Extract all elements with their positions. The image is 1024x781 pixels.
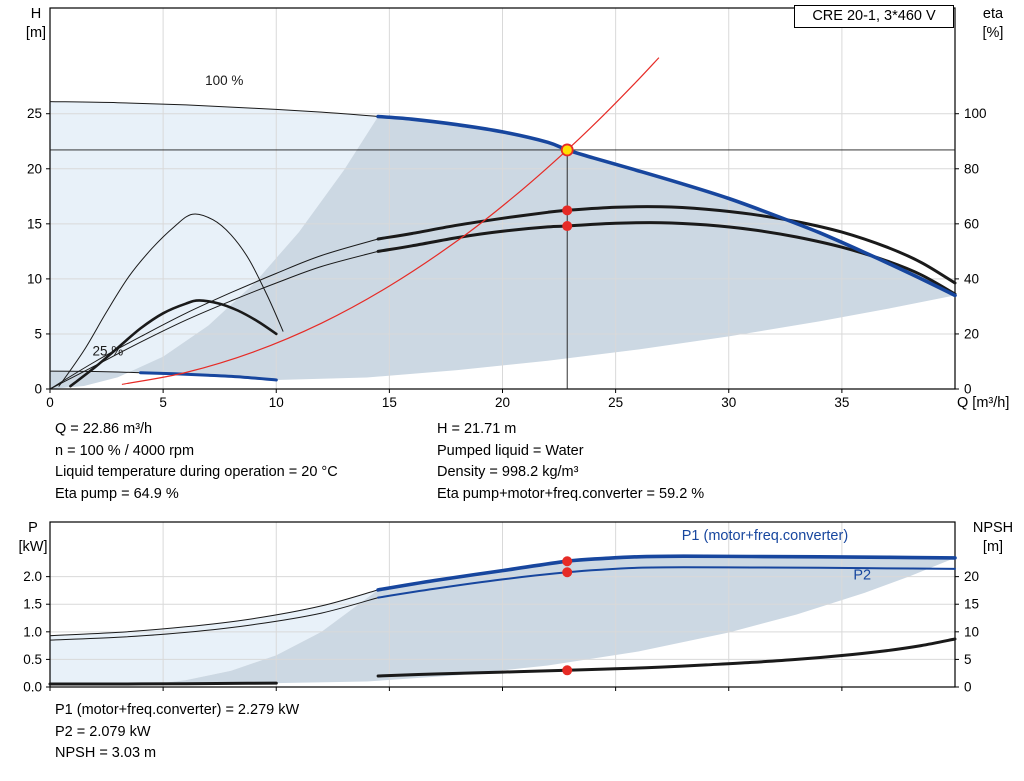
p-axis-unit: [kW] (18, 539, 48, 555)
label-speed-25: 25 % (93, 343, 124, 358)
p1-100-thin-curve (49, 589, 379, 637)
info-q: Q = 22.86 m³/h (55, 421, 153, 437)
left-tick-label: 25 (27, 106, 42, 121)
p-25-curve (48, 681, 278, 686)
power-region-light (50, 589, 379, 684)
bottom-chart: 0.0 0.5 1.0 1.5 2.0 0 5 10 15 20 P1 (motor+freq.co… (23, 521, 979, 695)
info-p2: P2 = 2.079 kW (55, 723, 151, 740)
left-tick-label: 20 (27, 161, 42, 176)
x-tick-label: 5 (159, 395, 167, 410)
h-axis-symbol: H (30, 6, 42, 22)
affinity-line-curve (121, 57, 660, 385)
duty-info-right: H = 21.71 m Pumped liquid = Water Densit… (437, 419, 704, 505)
p1-100-curve (376, 554, 957, 592)
right-tick-label: 100 (964, 106, 987, 121)
left-tick-label: 5 (34, 326, 42, 341)
left-tick-label: 15 (27, 216, 42, 231)
right-tick-label: 0 (964, 382, 972, 397)
x-tick-label: 20 (495, 395, 510, 410)
duty-point[interactable] (560, 143, 574, 157)
h-axis-unit: [m] (25, 25, 47, 41)
info-eta-pump: Eta pump = 64.9 % (55, 485, 179, 502)
p-axis-title: P [kW] (12, 519, 54, 557)
eta-axis-unit: [%] (982, 25, 1004, 41)
left-tick-label: 0 (34, 382, 42, 397)
x-tick-label: 25 (608, 395, 623, 410)
info-density: Density = 998.2 kg/m³ (437, 464, 579, 480)
qh-100-thin-curve (49, 101, 379, 117)
info-npsh: NPSH = 3.03 m (55, 745, 157, 761)
eta-axis-title: eta [%] (970, 5, 1016, 43)
right-tick-label: 20 (964, 569, 979, 584)
eta-total-25-curve (69, 299, 278, 388)
right-tick-label: 5 (964, 652, 972, 667)
npsh-curve-curve (376, 637, 957, 678)
npsh-axis-symbol: NPSH (972, 520, 1014, 536)
p2-100-curve (377, 566, 956, 599)
x-tick-label: 10 (269, 395, 284, 410)
info-p1: P1 (motor+freq.converter) = 2.279 kW (55, 702, 300, 718)
x-tick-label: 30 (721, 395, 736, 410)
x-tick-label: 15 (382, 395, 397, 410)
x-tick-label: 0 (46, 395, 54, 410)
duty-info-left: Q = 22.86 m³/h n = 100 % / 4000 rpm Liqu… (55, 419, 338, 505)
info-h: H = 21.71 m (437, 421, 517, 437)
left-tick-label: 1.5 (23, 597, 42, 612)
right-tick-label: 80 (964, 161, 979, 176)
p1-point (562, 556, 573, 567)
eta-pump-100-curve (376, 205, 957, 285)
info-pumped-liquid: Pumped liquid = Water (437, 442, 584, 459)
left-tick-label: 0.0 (23, 680, 42, 695)
pump-model-badge: CRE 20-1, 3*460 V (794, 5, 954, 28)
label-p1: P1 (motor+freq.converter) (682, 528, 848, 544)
x-tick-label: 35 (834, 395, 849, 410)
label-speed-100: 100 % (205, 73, 243, 88)
left-tick-label: 2.0 (23, 569, 42, 584)
npsh-axis-unit: [m] (982, 539, 1004, 555)
eta-pump-25-curve (58, 213, 284, 387)
right-tick-label: 60 (964, 216, 979, 231)
eta-pump-point (562, 205, 573, 216)
power-info: P1 (motor+freq.converter) = 2.279 kW P2 … (55, 700, 299, 765)
qh-100-curve (376, 114, 957, 298)
info-liquid-temp: Liquid temperature during operation = 20… (55, 464, 338, 480)
label-p2: P2 (853, 567, 871, 583)
p2-100-thin-curve (49, 597, 379, 641)
right-tick-label: 10 (964, 624, 979, 639)
eta-axis-symbol: eta (982, 6, 1004, 22)
info-speed: n = 100 % / 4000 rpm (55, 442, 195, 459)
right-tick-label: 0 (964, 680, 972, 695)
npsh-axis-title: NPSH [m] (964, 519, 1022, 557)
right-tick-label: 20 (964, 326, 979, 341)
right-tick-label: 40 (964, 271, 979, 286)
left-tick-label: 1.0 (23, 624, 42, 639)
npsh-point (562, 665, 573, 676)
right-tick-label: 15 (964, 597, 979, 612)
qh-25-thin-curve (49, 370, 141, 374)
p-axis-symbol: P (28, 520, 38, 536)
qh-25-curve (139, 371, 278, 382)
left-tick-label: 0.5 (23, 652, 42, 667)
p2-point (562, 567, 573, 578)
eta-total-point (562, 221, 573, 232)
info-eta-total: Eta pump+motor+freq.converter = 59.2 % (437, 485, 705, 502)
eta-pump-100-thin-curve (49, 238, 379, 390)
left-tick-label: 10 (27, 271, 42, 286)
top-chart: 0 5 10 15 20 25 30 35 0 5 10 15 20 25 0 20 40 60 80 100 100 … (27, 7, 987, 410)
h-axis-title: H [m] (16, 5, 56, 43)
q-axis-title: Q [m³/h] (957, 395, 1010, 411)
